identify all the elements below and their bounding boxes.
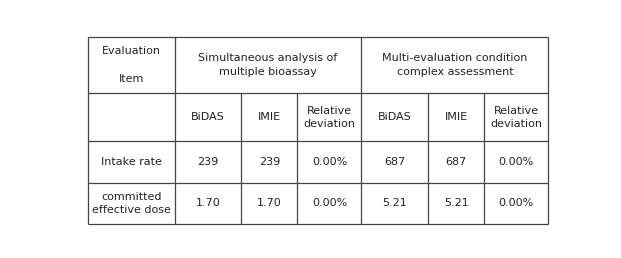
Text: BiDAS: BiDAS <box>191 112 225 122</box>
Text: Simultaneous analysis of
multiple bioassay: Simultaneous analysis of multiple bioass… <box>198 53 338 77</box>
Text: Relative
deviation: Relative deviation <box>491 106 542 129</box>
Text: Relative
deviation: Relative deviation <box>304 106 355 129</box>
Text: 239: 239 <box>197 157 219 167</box>
Text: 1.70: 1.70 <box>257 198 282 208</box>
Text: 687: 687 <box>384 157 406 167</box>
Text: Multi-evaluation condition
complex assessment: Multi-evaluation condition complex asses… <box>382 53 528 77</box>
Text: Intake rate: Intake rate <box>101 157 162 167</box>
Text: Evaluation

Item: Evaluation Item <box>102 46 161 84</box>
Text: IMIE: IMIE <box>258 112 281 122</box>
Text: 5.21: 5.21 <box>444 198 469 208</box>
Text: IMIE: IMIE <box>445 112 468 122</box>
Text: 0.00%: 0.00% <box>499 198 534 208</box>
Text: 5.21: 5.21 <box>383 198 407 208</box>
Text: 0.00%: 0.00% <box>312 157 347 167</box>
Text: 239: 239 <box>259 157 280 167</box>
Text: 687: 687 <box>446 157 467 167</box>
Text: committed
effective dose: committed effective dose <box>92 191 171 215</box>
Text: 1.70: 1.70 <box>196 198 220 208</box>
Text: BiDAS: BiDAS <box>378 112 412 122</box>
Text: 0.00%: 0.00% <box>312 198 347 208</box>
Text: 0.00%: 0.00% <box>499 157 534 167</box>
